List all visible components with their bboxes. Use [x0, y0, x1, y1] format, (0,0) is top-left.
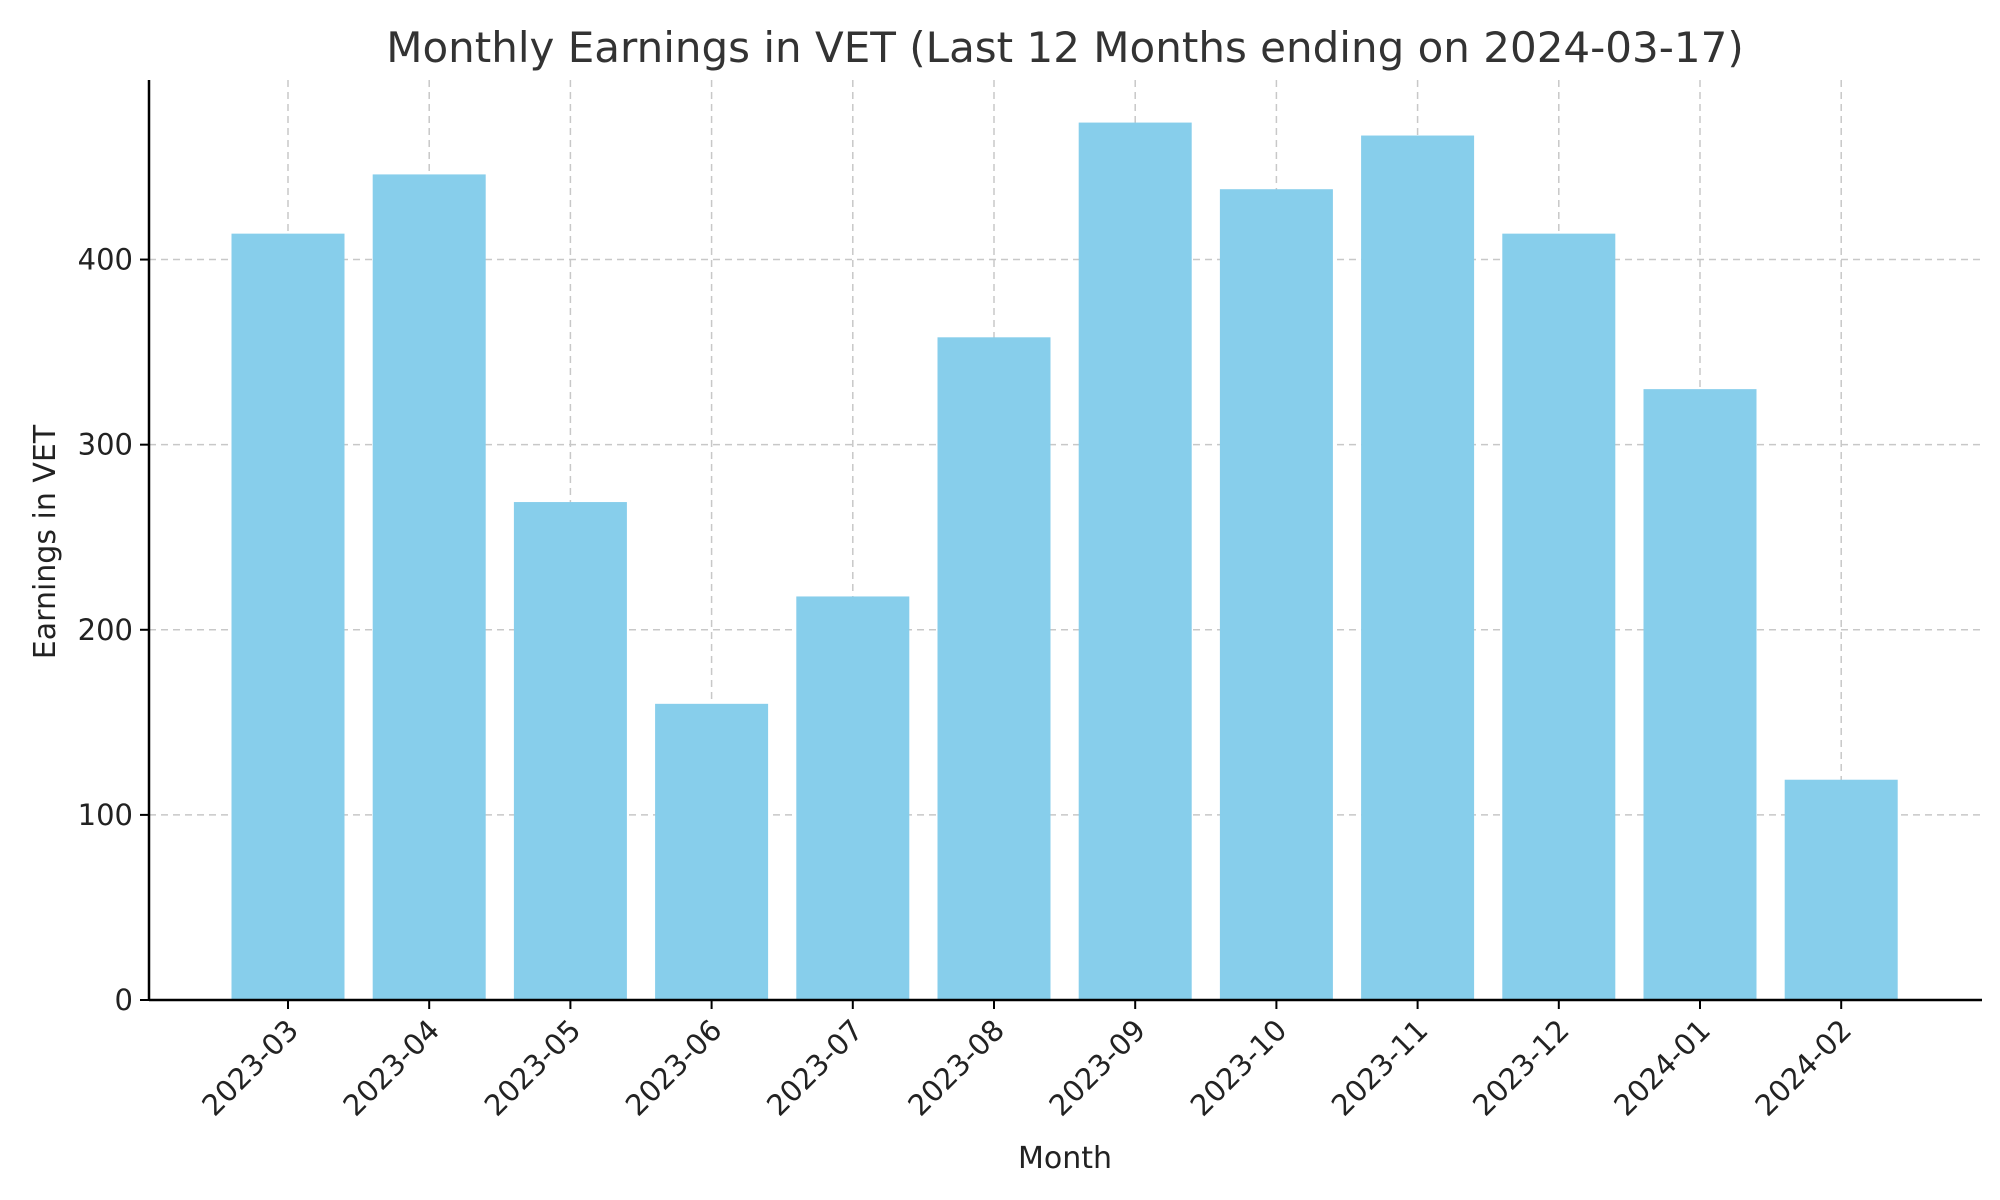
x-axis-label: Month [1018, 1141, 1112, 1176]
bar [1502, 233, 1616, 1000]
y-axis-label: Earnings in VET [28, 424, 63, 659]
x-tick-label: 2023-07 [760, 1013, 870, 1123]
x-tick-label: 2023-04 [336, 1013, 446, 1123]
x-tick-label: 2023-06 [619, 1013, 729, 1123]
axes [147, 80, 1982, 1002]
y-tick-label: 0 [115, 983, 133, 1017]
x-tick-label: 2023-12 [1466, 1013, 1576, 1123]
y-tick-label: 300 [78, 428, 133, 462]
bars [231, 122, 1898, 1001]
x-tick-label: 2023-10 [1184, 1013, 1294, 1123]
y-tick-label: 100 [78, 798, 133, 832]
x-tick-label: 2024-02 [1748, 1013, 1858, 1123]
bar [1361, 135, 1475, 1000]
x-tick-label: 2024-01 [1607, 1013, 1717, 1123]
y-tick-label: 400 [78, 243, 133, 277]
y-tick-label: 200 [78, 613, 133, 647]
x-tick-label: 2023-03 [195, 1013, 305, 1123]
x-tick-label: 2023-11 [1325, 1013, 1435, 1123]
x-tick-label: 2023-05 [478, 1013, 588, 1123]
bar [372, 174, 486, 1000]
chart-title: Monthly Earnings in VET (Last 12 Months … [386, 23, 1743, 72]
bar [231, 233, 345, 1000]
bar [655, 703, 769, 1000]
bar [1784, 779, 1898, 1000]
bar [1219, 189, 1333, 1001]
bar [937, 337, 1051, 1000]
bar [513, 502, 627, 1000]
x-tick-label: 2023-09 [1042, 1013, 1152, 1123]
bar [796, 596, 910, 1000]
bar [1643, 389, 1757, 1001]
x-tick-label: 2023-08 [901, 1013, 1011, 1123]
bar [1078, 122, 1192, 1001]
